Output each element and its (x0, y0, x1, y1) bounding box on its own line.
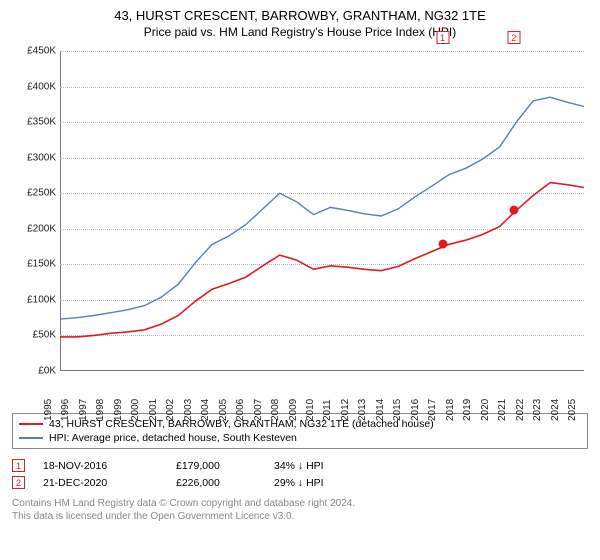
price-marker-dot (509, 206, 518, 215)
x-axis-label: 1997 (78, 399, 89, 421)
y-axis-label: £100K (12, 294, 56, 305)
x-axis-label: 2018 (445, 399, 456, 421)
series-property (60, 183, 584, 337)
x-axis-label: 2019 (462, 399, 473, 421)
row-date: 21-DEC-2020 (43, 477, 158, 489)
row-price: £179,000 (176, 460, 256, 472)
x-axis-label: 2007 (253, 399, 264, 421)
x-axis-label: 2012 (340, 399, 351, 421)
x-axis-label: 1995 (43, 399, 54, 421)
x-axis-label: 2021 (497, 399, 508, 421)
x-axis-label: 2015 (392, 399, 403, 421)
x-axis-label: 2010 (305, 399, 316, 421)
legend-swatch (19, 423, 43, 425)
footer-attribution: Contains HM Land Registry data © Crown c… (12, 497, 588, 523)
x-axis-label: 2008 (270, 399, 281, 421)
y-axis-label: £50K (12, 330, 56, 341)
x-axis-label: 2017 (427, 399, 438, 421)
x-axis-label: 2025 (567, 399, 578, 421)
x-axis-label: 1996 (60, 399, 71, 421)
x-axis-label: 2009 (288, 399, 299, 421)
footer-line1: Contains HM Land Registry data © Crown c… (12, 497, 588, 510)
y-axis-label: £300K (12, 152, 56, 163)
x-axis-label: 2020 (480, 399, 491, 421)
x-axis-label: 2023 (532, 399, 543, 421)
chart-lines (60, 51, 584, 371)
legend-swatch (19, 437, 43, 439)
x-axis-label: 1999 (113, 399, 124, 421)
row-diff: 29% ↓ HPI (274, 477, 374, 489)
table-row: 2 21-DEC-2020 £226,000 29% ↓ HPI (12, 474, 588, 491)
x-axis-label: 2006 (235, 399, 246, 421)
price-marker-dot (438, 239, 447, 248)
x-axis-label: 2011 (322, 399, 333, 421)
row-index: 1 (12, 459, 25, 472)
x-axis-label: 2005 (218, 399, 229, 421)
transaction-table: 1 18-NOV-2016 £179,000 34% ↓ HPI 2 21-DEC-202… (12, 457, 588, 491)
row-diff: 34% ↓ HPI (274, 460, 374, 472)
x-axis-label: 2002 (165, 399, 176, 421)
y-axis-label: £150K (12, 259, 56, 270)
x-axis-label: 2024 (550, 399, 561, 421)
y-axis-label: £350K (12, 117, 56, 128)
y-axis-label: £250K (12, 188, 56, 199)
table-row: 1 18-NOV-2016 £179,000 34% ↓ HPI (12, 457, 588, 474)
legend-row: HPI: Average price, detached house, Sout… (19, 431, 581, 445)
price-marker-index: 2 (507, 31, 520, 44)
x-axis-label: 1998 (95, 399, 106, 421)
footer-line2: This data is licensed under the Open Gov… (12, 510, 588, 523)
x-axis-label: 2014 (375, 399, 386, 421)
x-axis-label: 2003 (183, 399, 194, 421)
x-axis-label: 2022 (515, 399, 526, 421)
x-axis-label: 2016 (410, 399, 421, 421)
y-axis-label: £200K (12, 223, 56, 234)
series-hpi (60, 97, 584, 319)
row-date: 18-NOV-2016 (43, 460, 158, 472)
x-axis-label: 2013 (357, 399, 368, 421)
row-index: 2 (12, 476, 25, 489)
x-axis-label: 2004 (200, 399, 211, 421)
legend-label: HPI: Average price, detached house, Sout… (49, 432, 297, 444)
y-axis-label: £400K (12, 81, 56, 92)
y-axis-label: £450K (12, 46, 56, 57)
row-price: £226,000 (176, 477, 256, 489)
price-marker-index: 1 (436, 31, 449, 44)
x-axis-label: 2000 (130, 399, 141, 421)
chart-area: £0K £50K £100K £150K £200K £250K £300K £350K £40… (12, 47, 588, 407)
chart-title-line2: Price paid vs. HM Land Registry's House … (12, 25, 588, 39)
y-axis-label: £0K (12, 366, 56, 377)
x-axis-label: 2001 (148, 399, 159, 421)
chart-title-line1: 43, HURST CRESCENT, BARROWBY, GRANTHAM, … (12, 8, 588, 23)
